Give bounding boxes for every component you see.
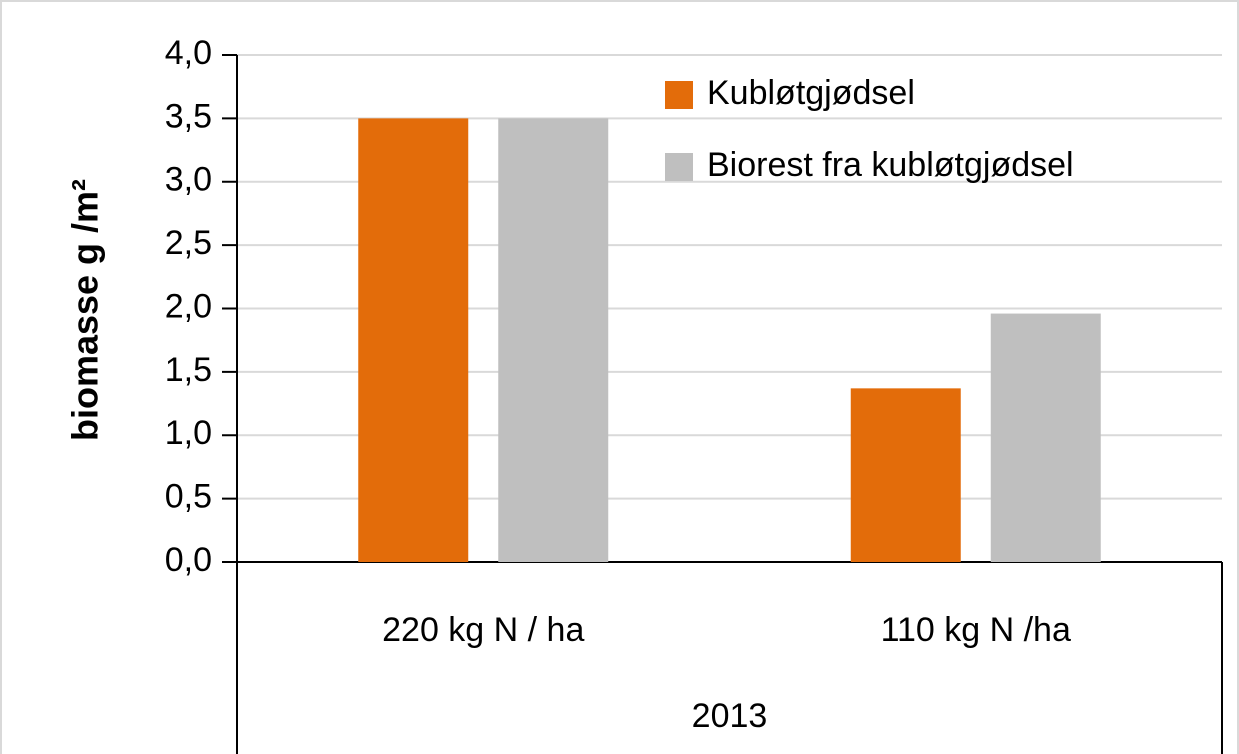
y-tick-label: 2,5 xyxy=(165,224,212,262)
legend-label: Kubløtgjødsel xyxy=(707,74,915,112)
y-tick-label: 1,0 xyxy=(165,414,212,452)
legend-swatch xyxy=(665,153,693,181)
y-tick-label: 3,0 xyxy=(165,161,212,199)
group-label: 2013 xyxy=(692,697,768,735)
bar xyxy=(358,118,469,562)
y-tick-label: 3,5 xyxy=(165,97,212,135)
y-tick-label: 0,5 xyxy=(165,478,212,516)
y-tick-label: 0,0 xyxy=(165,541,212,579)
bar xyxy=(990,313,1101,562)
y-tick-label: 4,0 xyxy=(165,34,212,72)
legend-swatch xyxy=(665,81,693,109)
legend-label: Biorest fra kubløtgjødsel xyxy=(707,146,1074,184)
bar xyxy=(850,388,961,562)
y-tick-label: 2,0 xyxy=(165,287,212,325)
x-tick-label: 220 kg N / ha xyxy=(382,611,584,649)
bar xyxy=(498,118,609,562)
y-tick-label: 1,5 xyxy=(165,351,212,389)
y-axis-label: biomasse g /m² xyxy=(65,179,106,441)
x-tick-label: 110 kg N /ha xyxy=(881,611,1071,649)
